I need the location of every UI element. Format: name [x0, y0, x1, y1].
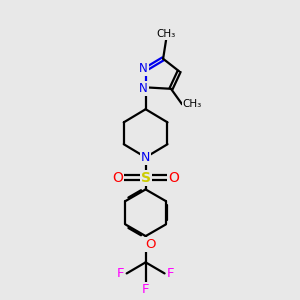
Text: CH₃: CH₃ — [183, 99, 202, 109]
Text: N: N — [139, 82, 148, 95]
Text: F: F — [142, 283, 149, 296]
Text: S: S — [141, 171, 151, 185]
Text: O: O — [112, 171, 123, 185]
Text: F: F — [167, 267, 175, 280]
Text: O: O — [168, 171, 179, 185]
Text: CH₃: CH₃ — [156, 29, 176, 39]
Text: O: O — [145, 238, 155, 251]
Text: N: N — [139, 61, 148, 75]
Text: N: N — [141, 151, 150, 164]
Text: F: F — [116, 267, 124, 280]
